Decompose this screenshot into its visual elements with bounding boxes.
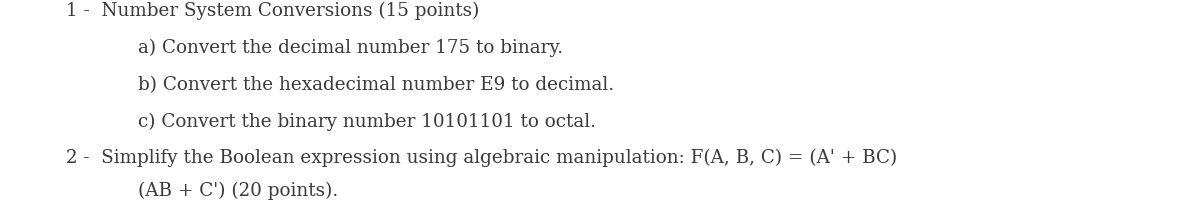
Text: 1 -  Number System Conversions (15 points): 1 - Number System Conversions (15 points… <box>66 2 479 20</box>
Text: b) Convert the hexadecimal number E9 to decimal.: b) Convert the hexadecimal number E9 to … <box>138 76 614 94</box>
Text: c) Convert the binary number 10101101 to octal.: c) Convert the binary number 10101101 to… <box>138 112 596 131</box>
Text: 2 -  Simplify the Boolean expression using algebraic manipulation: F(A, B, C) = : 2 - Simplify the Boolean expression usin… <box>66 149 898 167</box>
Text: (AB + C') (20 points).: (AB + C') (20 points). <box>138 182 338 200</box>
Text: a) Convert the decimal number 175 to binary.: a) Convert the decimal number 175 to bin… <box>138 39 563 57</box>
